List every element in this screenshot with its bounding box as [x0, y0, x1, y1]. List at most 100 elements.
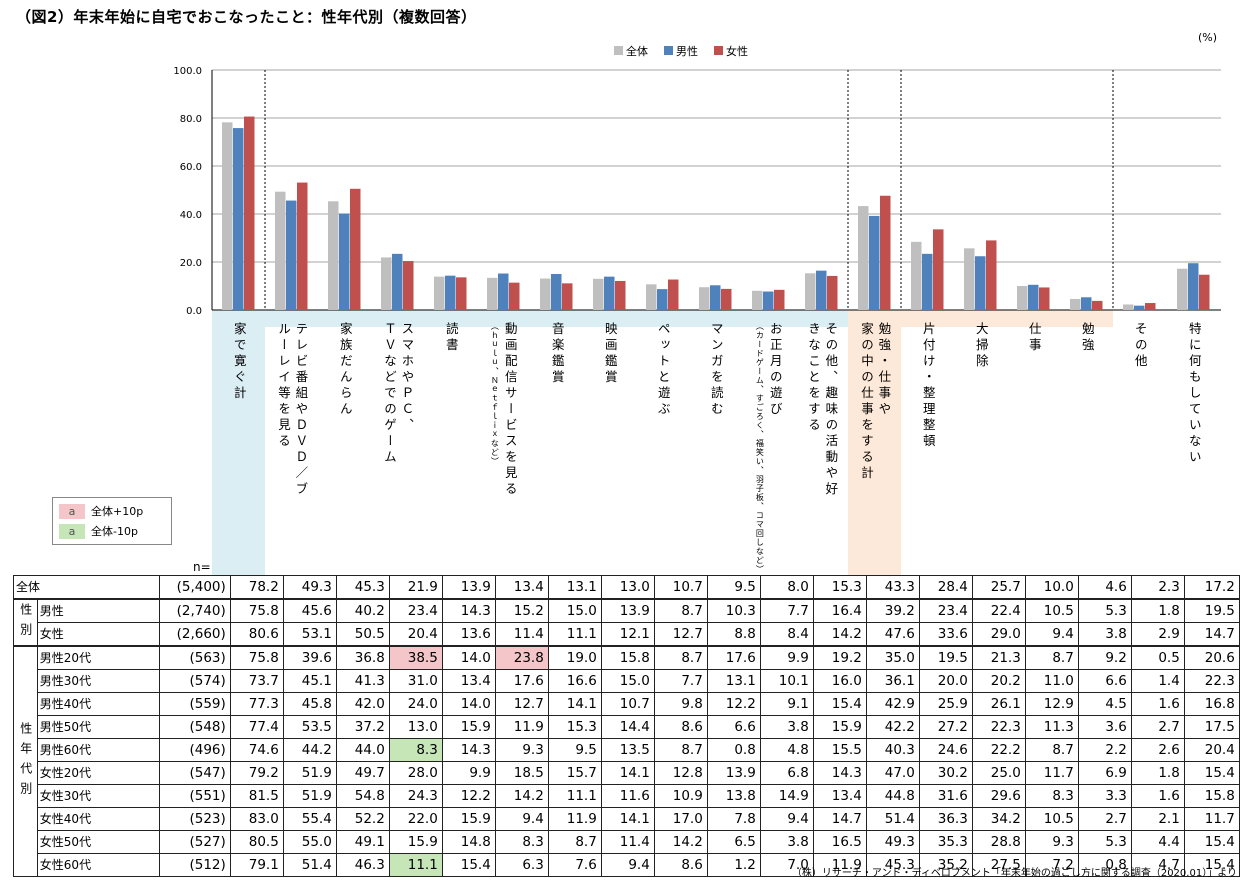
bar	[392, 253, 403, 310]
table-cell: 25.0	[971, 761, 1026, 785]
table-cell: 6.3	[494, 853, 549, 877]
table-cell: 73.7	[229, 669, 284, 693]
table-cell: 19.5	[1183, 598, 1240, 623]
table-cell: 77.4	[229, 715, 284, 739]
bar	[657, 289, 668, 310]
table-cell: 6.6	[706, 715, 761, 739]
table-cell: 16.8	[1183, 692, 1240, 716]
table-cell: 14.1	[600, 761, 655, 785]
table-cell: 49.7	[335, 761, 390, 785]
legend-label: 男性	[676, 44, 698, 58]
table-cell: 45.3	[335, 575, 390, 600]
row-n: (563)	[158, 645, 231, 670]
category-label: マンガを読む	[691, 322, 740, 572]
table-cell: 20.0	[918, 669, 973, 693]
table-cell: 15.9	[812, 715, 867, 739]
table-cell: 80.5	[229, 830, 284, 854]
table-cell: 15.0	[600, 669, 655, 693]
bar	[869, 215, 880, 310]
y-tick-label: 20.0	[180, 258, 202, 269]
table-cell: 14.2	[653, 830, 708, 854]
bar	[434, 276, 445, 310]
table-cell: 7.8	[706, 807, 761, 831]
table-cell: 8.7	[1024, 645, 1079, 670]
table-cell: 10.7	[653, 575, 708, 600]
table-cell: 49.3	[282, 575, 337, 600]
table-row: 男性50代 (548) 77.4 53.5 37.2 13.0 15.9 11.9 15.3 14…	[14, 715, 1240, 739]
table-cell: 4.5	[1077, 692, 1132, 716]
category-label-line: 大掃除	[973, 322, 989, 370]
table-cell: 3.3	[1077, 784, 1132, 808]
row-label: 男性40代	[36, 692, 160, 716]
bar	[297, 182, 308, 310]
table-cell: 22.0	[388, 807, 443, 831]
table-cell: 20.4	[1183, 738, 1240, 762]
legend-plus-swatch: a	[59, 503, 85, 519]
bar	[710, 285, 721, 310]
bar	[233, 128, 244, 310]
row-label: 男性50代	[36, 715, 160, 739]
category-label-line: 映画鑑賞	[602, 322, 618, 386]
table-cell: 0.5	[1130, 645, 1185, 670]
table-cell: 45.8	[282, 692, 337, 716]
table-cell: 53.1	[282, 622, 337, 647]
table-cell: 7.0	[759, 853, 814, 877]
table-cell: 8.7	[547, 830, 602, 854]
table-cell: 1.2	[706, 853, 761, 877]
table-cell: 11.6	[600, 784, 655, 808]
table-cell: 10.0	[1024, 575, 1079, 600]
table-cell: 7.6	[547, 853, 602, 877]
data-table: 全体 (5,400) 78.2 49.3 45.3 21.9 13.9 13.4 13.1 13.…	[13, 575, 1240, 877]
table-cell: 17.6	[706, 645, 761, 670]
category-label-line: マンガを読む	[708, 322, 724, 418]
table-row: 男性30代 (574) 73.7 45.1 41.3 31.0 13.4 17.6 16.6 15…	[14, 669, 1240, 693]
table-cell: 34.2	[971, 807, 1026, 831]
table-cell: 11.1	[388, 853, 443, 877]
table-row: 女性30代 (551) 81.5 51.9 54.8 24.3 12.2 14.2 11.1 11…	[14, 784, 1240, 808]
category-label: 大掃除	[956, 322, 1005, 572]
table-cell: 46.3	[335, 853, 390, 877]
table-cell: 14.3	[441, 598, 496, 623]
legend-label: 全体	[626, 44, 648, 58]
y-tick-label: 0.0	[186, 306, 202, 317]
bar	[244, 116, 255, 310]
bar	[774, 289, 785, 310]
category-label-line: 特に何もしていない	[1186, 322, 1202, 466]
table-cell: 14.0	[441, 645, 496, 670]
table-cell: 13.9	[600, 598, 655, 623]
table-cell: 20.2	[971, 669, 1026, 693]
category-label-line: テレビ番組やＤＶＤ／ブ	[293, 322, 309, 498]
category-label-line: 家で寛ぐ計	[231, 322, 247, 402]
table-cell: 11.9	[494, 715, 549, 739]
legend-minus: a 全体-10p	[59, 523, 138, 539]
table-cell: 16.0	[812, 669, 867, 693]
table-cell: 15.3	[812, 575, 867, 600]
table-cell: 6.9	[1077, 761, 1132, 785]
table-cell: 4.8	[759, 738, 814, 762]
table-cell: 9.5	[547, 738, 602, 762]
source-note: （株）リサーチ・アンド・ディベロプメント「年末年始の過ごし方に関する調査（202…	[791, 868, 1237, 879]
category-label: その他、趣味の活動や好 きなことをする	[797, 322, 846, 572]
table-cell: 9.3	[494, 738, 549, 762]
table-cell: 10.5	[1024, 807, 1079, 831]
bar	[286, 200, 297, 310]
table-cell: 15.9	[441, 807, 496, 831]
table-cell: 44.8	[865, 784, 920, 808]
category-label-line: 勉強	[1079, 322, 1095, 354]
table-cell: 6.8	[759, 761, 814, 785]
row-label: 男性20代	[36, 645, 160, 670]
table-cell: 45.6	[282, 598, 337, 623]
table-cell: 15.0	[547, 598, 602, 623]
table-cell: 19.0	[547, 645, 602, 670]
table-cell: 83.0	[229, 807, 284, 831]
row-label: 女性	[36, 622, 160, 647]
row-n: (548)	[158, 715, 231, 739]
table-cell: 13.4	[441, 669, 496, 693]
bar	[1145, 303, 1156, 310]
table-cell: 1.4	[1130, 669, 1185, 693]
table-cell: 22.4	[971, 598, 1026, 623]
table-cell: 16.4	[812, 598, 867, 623]
table-cell: 13.1	[706, 669, 761, 693]
bar	[1092, 300, 1103, 310]
table-cell: 27.5	[971, 853, 1026, 877]
